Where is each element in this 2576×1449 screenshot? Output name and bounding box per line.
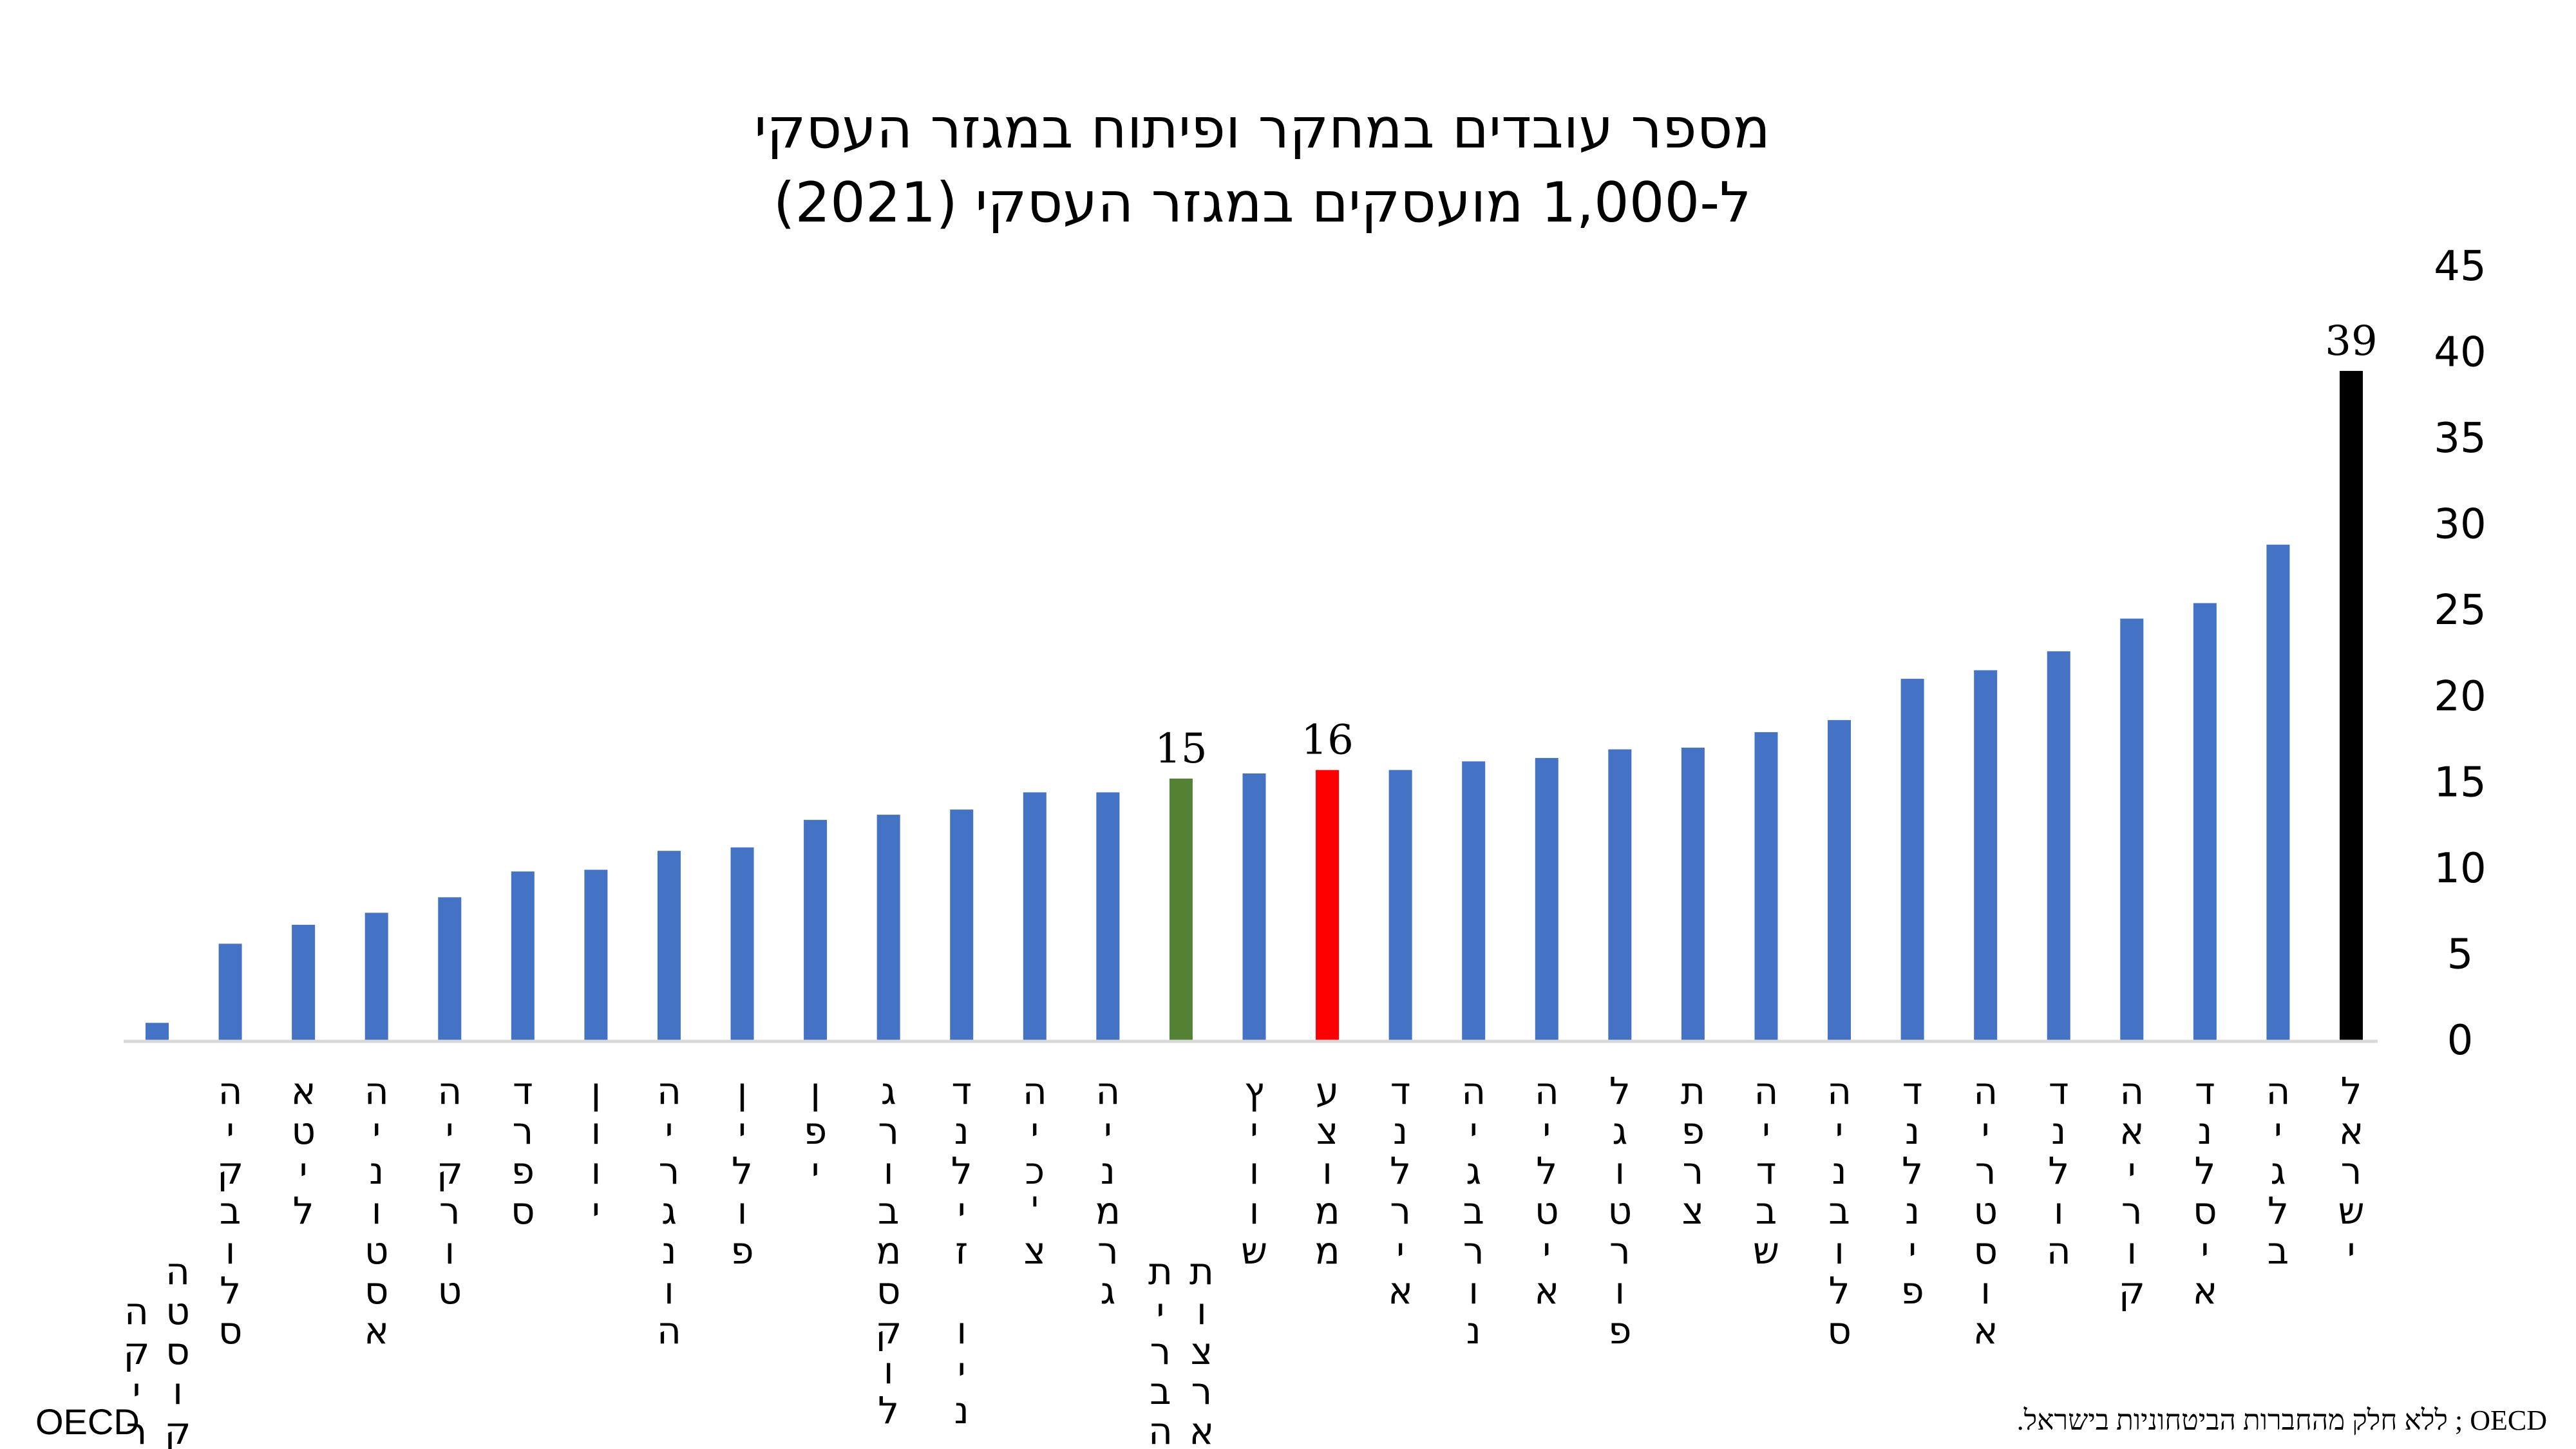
bar-29: [2266, 544, 2290, 1040]
x-tick-label: פינלנד: [1890, 1069, 1935, 1309]
y-tick-label: 30: [2434, 501, 2486, 549]
chart-title-line-1: מספר עובדים במחקר ופיתוח במגזר העסקי: [754, 97, 1770, 161]
bar-19: [1535, 757, 1558, 1040]
y-tick-label: 20: [2434, 673, 2486, 721]
y-tick-label: 45: [2434, 243, 2486, 290]
bar-13: [1096, 792, 1120, 1040]
y-tick-label: 25: [2434, 587, 2486, 634]
x-tick-label: לוקסמבורג: [866, 1069, 911, 1428]
x-tick-label: סלובניה: [1817, 1069, 1862, 1349]
x-tick-label: ליטא: [281, 1069, 326, 1229]
x-tick-label: שוויץ: [1232, 1069, 1276, 1269]
data-label: 16: [1301, 717, 1353, 764]
bar-7: [657, 851, 681, 1040]
bar-8: [730, 847, 754, 1040]
bar-9: [804, 820, 828, 1040]
bar-30: [2340, 370, 2363, 1041]
x-tick-label: צ'כיה: [1012, 1069, 1057, 1269]
x-tick-label: יוון: [574, 1069, 618, 1229]
bar-3: [365, 913, 388, 1040]
x-tick-label: פולין: [720, 1069, 764, 1269]
bar-17: [1388, 770, 1412, 1040]
x-tick-label: קוריאה: [2110, 1069, 2154, 1309]
bar-1: [218, 943, 242, 1040]
x-tick-label: בלגיה: [2256, 1069, 2300, 1269]
x-tick-label: איסלנד: [2183, 1069, 2227, 1309]
bar-2: [292, 925, 316, 1040]
x-tick-label: טורקיה: [428, 1069, 472, 1309]
bar-20: [1608, 749, 1632, 1040]
y-tick-label: 5: [2447, 931, 2474, 978]
bar-10: [876, 815, 900, 1040]
data-label: 15: [1155, 725, 1207, 773]
bar-22: [1754, 732, 1778, 1040]
y-tick-label: 10: [2434, 845, 2486, 893]
x-tick-label: אסטוניה: [354, 1069, 399, 1349]
bar-25: [1974, 670, 1998, 1040]
bar-27: [2120, 618, 2144, 1040]
y-tick-label: 15: [2434, 759, 2486, 806]
bar-0: [146, 1023, 169, 1040]
y-tick-label: 40: [2434, 329, 2486, 377]
x-tick-label: אירלנד: [1378, 1069, 1423, 1309]
x-tick-label: קוסטה ריקה: [115, 1249, 200, 1449]
x-tick-label: צרפת: [1671, 1069, 1715, 1229]
x-tick-label: נורבגיה: [1452, 1069, 1496, 1349]
bar-5: [511, 871, 535, 1040]
bar-14: [1169, 778, 1193, 1040]
bar-28: [2193, 603, 2217, 1040]
bar-21: [1681, 747, 1705, 1040]
bar-15: [1242, 773, 1266, 1040]
x-tick-label: הולנד: [2036, 1069, 2081, 1269]
bar-12: [1023, 792, 1046, 1040]
x-tick-label: יפן: [793, 1069, 838, 1189]
bar-24: [1900, 679, 1924, 1040]
bar-16: [1316, 770, 1340, 1040]
x-tick-label: הונגריה: [647, 1069, 691, 1349]
x-tick-label: סלובקיה: [208, 1069, 252, 1349]
x-tick-label: פורטוגל: [1598, 1069, 1642, 1349]
chart-title-line-2: ל-1,000 מועסקים במגזר העסקי (2021): [773, 171, 1752, 235]
x-tick-label: אוסטריה: [1964, 1069, 2008, 1349]
x-tick-label: ניו זילנד: [940, 1069, 984, 1428]
bar-26: [2047, 651, 2070, 1040]
source-note: OECD ; ללא חלק מהחברות הביטחוניות בישראל…: [2016, 1405, 2547, 1436]
bar-4: [438, 897, 462, 1040]
bar-23: [1828, 720, 1852, 1040]
y-tick-label: 0: [2447, 1017, 2474, 1065]
bar-11: [950, 810, 974, 1040]
bar-18: [1462, 761, 1486, 1040]
x-tick-label: ממוצע: [1305, 1069, 1350, 1269]
x-tick-label: שבדיה: [1744, 1069, 1788, 1269]
bar-6: [584, 869, 608, 1040]
x-tick-label: ישראל: [2329, 1069, 2373, 1269]
y-tick-label: 35: [2434, 415, 2486, 462]
x-tick-label: גרמניה: [1086, 1069, 1130, 1309]
source-left: OECD: [35, 1401, 140, 1442]
x-tick-label: ארצות הברית: [1138, 1249, 1224, 1449]
x-tick-label: ספרד: [500, 1069, 545, 1229]
data-label: 39: [2325, 317, 2377, 365]
x-tick-label: איטליה: [1524, 1069, 1569, 1309]
